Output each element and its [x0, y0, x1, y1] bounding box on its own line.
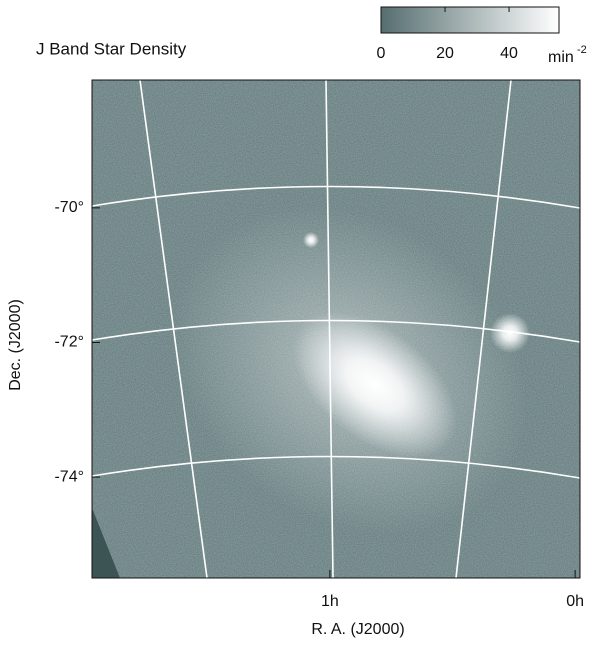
grid-meridian [325, 80, 334, 578]
density-image [92, 80, 580, 578]
grid-meridian [455, 80, 512, 578]
x-tick-label: 1h [321, 593, 339, 610]
x-tick-label: 0h [566, 593, 584, 610]
cluster [490, 313, 530, 353]
y-tick-label: -70° [54, 199, 84, 216]
chart-title: J Band Star Density [36, 39, 187, 58]
colorbar-unit: min [548, 49, 574, 66]
colorbar-tick-label: 40 [500, 45, 518, 62]
grid-meridian [139, 80, 208, 578]
image-edge [92, 508, 120, 578]
plot-frame [91, 79, 581, 579]
grid-parallel [92, 455, 580, 479]
grid-parallel [92, 185, 580, 209]
x-axis-label: R. A. (J2000) [311, 621, 404, 638]
colorbar-unit-exponent: -2 [577, 44, 587, 56]
colorbar-tick-label: 20 [436, 45, 454, 62]
y-axis-label: Dec. (J2000) [7, 299, 24, 391]
colorbar [380, 6, 560, 34]
cluster [303, 232, 319, 248]
galaxy-core [292, 312, 458, 458]
colorbar-tick-label: 0 [377, 45, 386, 62]
y-tick-label: -72° [54, 334, 84, 351]
y-tick-label: -74° [54, 468, 84, 485]
grid-parallel [92, 319, 580, 343]
